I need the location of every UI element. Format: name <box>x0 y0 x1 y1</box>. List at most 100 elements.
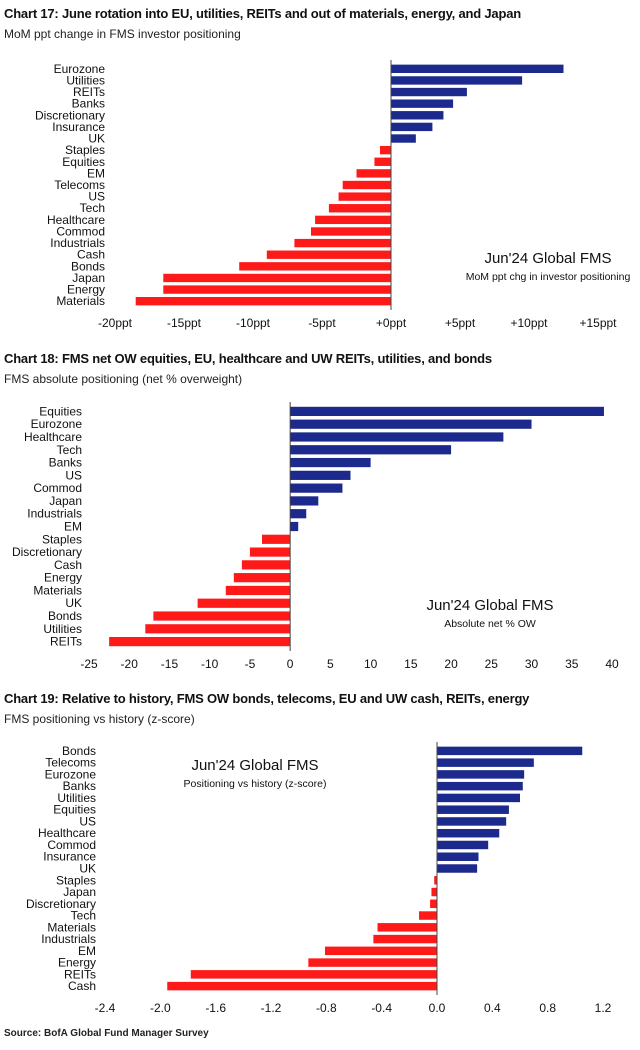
bar-tech <box>290 445 452 455</box>
category-label: Eurozone <box>31 417 83 431</box>
bar-eurozone <box>391 64 564 73</box>
tick-label: 20 <box>444 657 458 671</box>
bar-reits <box>190 970 437 979</box>
category-label: Commod <box>56 224 105 238</box>
bar-commod <box>290 483 343 493</box>
category-label: UK <box>88 132 105 146</box>
category-label: Industrials <box>41 932 96 946</box>
category-label: EM <box>87 166 105 180</box>
tick-label: +10ppt <box>510 316 548 330</box>
bar-em <box>290 521 299 532</box>
category-label: Tech <box>57 443 82 457</box>
category-label: Banks <box>72 97 105 111</box>
category-label: Insurance <box>52 120 105 134</box>
category-label: Japan <box>72 271 105 285</box>
category-label: Eurozone <box>54 62 106 76</box>
tick-label: 35 <box>565 657 579 671</box>
category-label: Healthcare <box>47 213 105 227</box>
category-label: Insurance <box>43 850 96 864</box>
bar-tech <box>328 204 391 213</box>
tick-label: -2.0 <box>150 1001 171 1015</box>
category-label: Equities <box>62 155 105 169</box>
category-label: Equities <box>53 803 96 817</box>
bar-cash <box>241 560 291 570</box>
category-label: Banks <box>63 779 96 793</box>
tick-label: -1.6 <box>205 1001 226 1015</box>
category-label: REITs <box>73 85 105 99</box>
tick-label: -10ppt <box>236 316 271 330</box>
bar-materials <box>225 585 291 596</box>
bar-staples <box>379 145 391 155</box>
category-label: Discretionary <box>26 897 96 911</box>
bar-japan <box>431 887 437 897</box>
tick-label: -5ppt <box>308 316 336 330</box>
tick-label: 0.8 <box>539 1001 556 1015</box>
bar-commod <box>310 227 391 236</box>
category-label: Cash <box>77 248 105 262</box>
bar-materials <box>377 923 437 932</box>
bar-discretionary <box>430 899 437 909</box>
tick-label: 0.4 <box>484 1001 501 1015</box>
category-label: Bonds <box>62 744 96 758</box>
chart-subtitle: MoM ppt change in FMS investor positioni… <box>4 27 241 41</box>
bar-japan <box>290 496 319 506</box>
category-label: Materials <box>56 294 105 308</box>
bar-reits <box>391 87 467 97</box>
tick-label: 0.0 <box>429 1001 446 1015</box>
tick-label: +0ppt <box>376 316 407 330</box>
bar-banks <box>391 99 454 108</box>
tick-label: 0 <box>287 657 294 671</box>
tick-label: 5 <box>327 657 334 671</box>
tick-label: -20 <box>121 657 139 671</box>
bar-energy <box>163 285 391 294</box>
category-label: Commod <box>33 481 82 495</box>
bar-staples <box>434 876 437 885</box>
bar-industrials <box>294 238 391 248</box>
bar-staples <box>261 534 291 544</box>
category-label: Commod <box>47 838 96 852</box>
tick-label: -5 <box>245 657 256 671</box>
bar-industrials <box>373 934 437 944</box>
bar-japan <box>163 273 391 283</box>
category-label: Cash <box>68 979 96 993</box>
annotation-subtitle: MoM ppt chg in investor positioning <box>466 271 631 283</box>
bar-banks <box>437 781 523 791</box>
category-label: Healthcare <box>38 826 96 840</box>
category-label: Japan <box>63 885 96 899</box>
bar-cash <box>266 250 391 259</box>
annotation-title: Jun'24 Global FMS <box>426 597 553 614</box>
bar-utilities <box>437 793 520 803</box>
category-label: Japan <box>49 494 82 508</box>
category-label: Telecoms <box>54 178 105 192</box>
bar-discretionary <box>249 547 291 557</box>
category-label: Tech <box>71 909 96 923</box>
bar-utilities <box>145 624 291 634</box>
chart-17-plot: EurozoneUtilitiesREITsBanksDiscretionary… <box>35 60 631 330</box>
bar-bonds <box>437 746 583 756</box>
tick-label: 1.2 <box>595 1001 612 1015</box>
tick-label: -0.8 <box>316 1001 337 1015</box>
category-label: US <box>79 814 96 828</box>
category-label: Materials <box>47 920 96 934</box>
category-label: Discretionary <box>12 545 82 559</box>
category-label: Industrials <box>27 507 82 521</box>
bar-energy <box>233 573 291 583</box>
category-label: Bonds <box>48 609 82 623</box>
category-label: US <box>65 468 82 482</box>
chart-18-plot: EquitiesEurozoneHealthcareTechBanksUSCom… <box>12 402 619 671</box>
bar-us <box>338 192 391 201</box>
tick-label: -10 <box>201 657 219 671</box>
tick-label: -1.2 <box>261 1001 282 1015</box>
bar-eurozone <box>290 419 532 429</box>
bar-tech <box>419 911 437 920</box>
category-label: Telecoms <box>45 756 96 770</box>
tick-label: -15ppt <box>167 316 202 330</box>
bar-uk <box>197 598 291 608</box>
chart-subtitle: FMS positioning vs history (z-score) <box>4 712 195 726</box>
bar-banks <box>290 457 371 468</box>
tick-label: 10 <box>364 657 378 671</box>
category-label: Discretionary <box>35 108 105 122</box>
tick-label: +15ppt <box>579 316 617 330</box>
bar-reits <box>109 637 291 647</box>
chart-19: Chart 19: Relative to history, FMS OW bo… <box>0 685 640 1030</box>
